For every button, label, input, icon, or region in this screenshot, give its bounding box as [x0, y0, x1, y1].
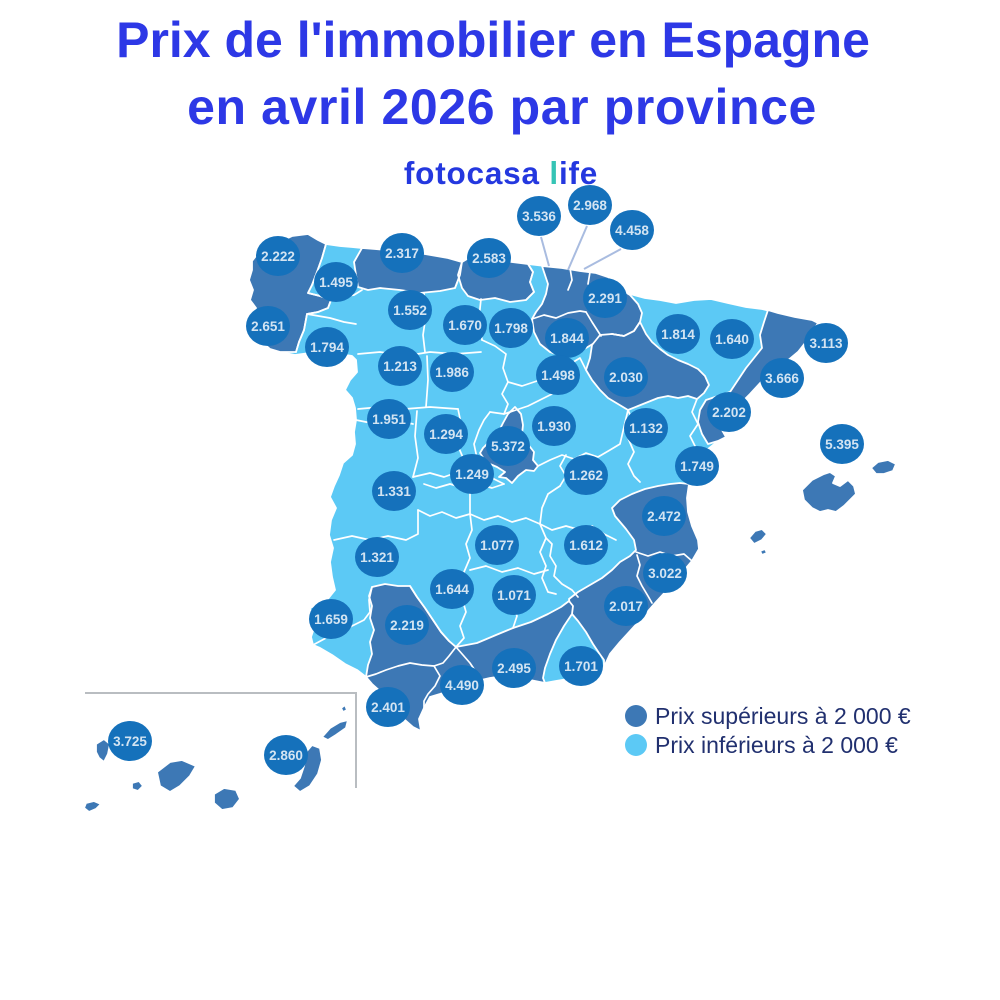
svg-text:5.395: 5.395: [825, 437, 859, 452]
svg-text:3.113: 3.113: [809, 336, 843, 351]
svg-text:1.498: 1.498: [541, 368, 575, 383]
svg-text:1.331: 1.331: [377, 484, 411, 499]
svg-text:1.951: 1.951: [372, 412, 406, 427]
svg-text:3.666: 3.666: [765, 371, 799, 386]
svg-text:1.640: 1.640: [715, 332, 749, 347]
svg-text:2.202: 2.202: [712, 405, 746, 420]
svg-text:1.670: 1.670: [448, 318, 482, 333]
svg-text:1.794: 1.794: [310, 340, 344, 355]
svg-text:1.213: 1.213: [383, 359, 417, 374]
svg-text:1.249: 1.249: [455, 467, 489, 482]
svg-text:1.986: 1.986: [435, 365, 469, 380]
svg-text:1.701: 1.701: [564, 659, 598, 674]
svg-text:1.552: 1.552: [393, 303, 427, 318]
svg-text:2.017: 2.017: [609, 599, 643, 614]
svg-text:1.071: 1.071: [497, 588, 531, 603]
svg-text:1.659: 1.659: [314, 612, 348, 627]
svg-text:Prix inférieurs à 2 000 €: Prix inférieurs à 2 000 €: [655, 732, 898, 758]
svg-text:2.583: 2.583: [472, 251, 506, 266]
svg-text:2.472: 2.472: [647, 509, 681, 524]
svg-text:1.749: 1.749: [680, 459, 714, 474]
svg-text:1.814: 1.814: [661, 327, 695, 342]
svg-text:1.644: 1.644: [435, 582, 469, 597]
svg-text:2.401: 2.401: [371, 700, 405, 715]
svg-text:3.536: 3.536: [522, 209, 556, 224]
svg-text:4.490: 4.490: [445, 678, 479, 693]
svg-text:Prix supérieurs à 2 000 €: Prix supérieurs à 2 000 €: [655, 703, 911, 729]
svg-text:1.321: 1.321: [360, 550, 394, 565]
svg-text:2.860: 2.860: [269, 748, 303, 763]
svg-text:2.317: 2.317: [385, 246, 419, 261]
svg-text:1.612: 1.612: [569, 538, 603, 553]
svg-text:2.219: 2.219: [390, 618, 424, 633]
svg-text:2.222: 2.222: [261, 249, 295, 264]
svg-text:3.022: 3.022: [648, 566, 682, 581]
svg-text:3.725: 3.725: [113, 734, 147, 749]
svg-text:1.495: 1.495: [319, 275, 353, 290]
svg-text:1.930: 1.930: [537, 419, 571, 434]
svg-text:1.077: 1.077: [480, 538, 514, 553]
svg-text:1.798: 1.798: [494, 321, 528, 336]
svg-text:2.495: 2.495: [497, 661, 531, 676]
svg-text:1.262: 1.262: [569, 468, 603, 483]
svg-text:2.968: 2.968: [573, 198, 607, 213]
svg-text:1.294: 1.294: [429, 427, 463, 442]
svg-text:2.291: 2.291: [588, 291, 622, 306]
svg-text:5.372: 5.372: [491, 439, 525, 454]
svg-text:1.844: 1.844: [550, 331, 584, 346]
svg-text:1.132: 1.132: [629, 421, 663, 436]
svg-text:4.458: 4.458: [615, 223, 649, 238]
svg-text:2.030: 2.030: [609, 370, 643, 385]
svg-text:2.651: 2.651: [251, 319, 285, 334]
